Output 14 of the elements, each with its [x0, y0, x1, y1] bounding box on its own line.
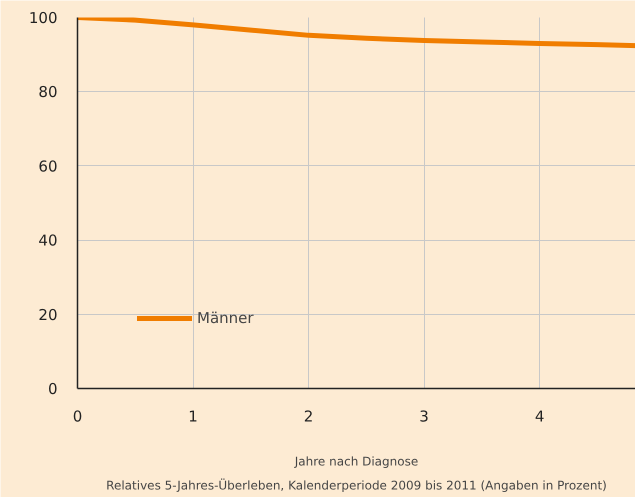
- x-axis-title: Jahre nach Diagnose: [294, 454, 418, 468]
- x-tick-label: 4: [534, 408, 544, 426]
- text: Relatives 5-Jahres-Überleben, Kalenderperiode 2009 bis 2011 (Angaben in Prozent): [106, 478, 607, 492]
- y-tick-label: 40: [38, 232, 58, 250]
- x-tick-label: 3: [419, 408, 429, 426]
- y-tick-label: 100: [28, 9, 58, 27]
- x-tick-label: 2: [304, 408, 314, 426]
- y-tick-label: 0: [48, 380, 58, 398]
- y-tick-label: 20: [38, 306, 58, 324]
- x-tick-label: 0: [72, 408, 82, 426]
- y-tick-label: 80: [38, 83, 58, 102]
- y-tick-label: 60: [38, 157, 58, 176]
- legend-label: Männer: [197, 309, 254, 327]
- x-tick-label: 1: [188, 408, 198, 426]
